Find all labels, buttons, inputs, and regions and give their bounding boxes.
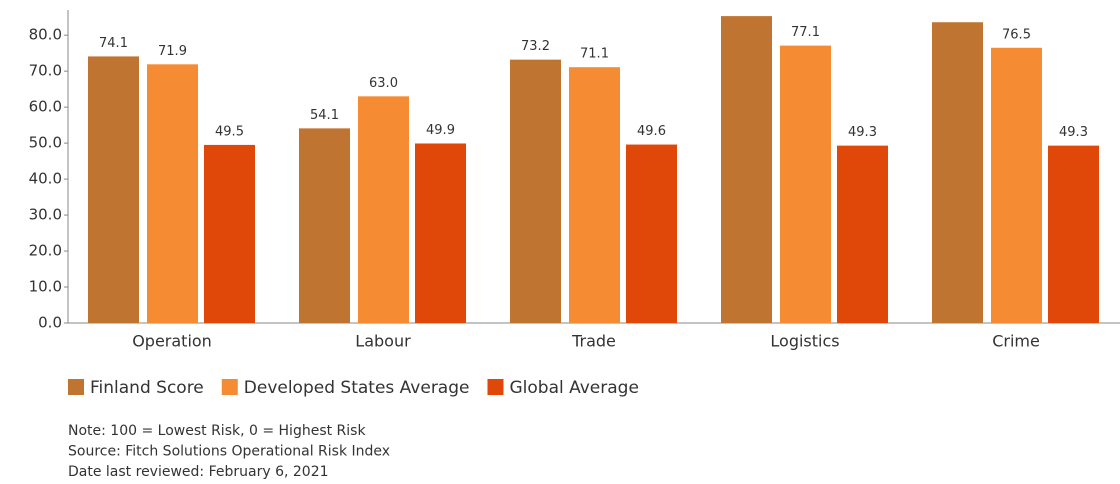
y-tick-label: 0.0 [38, 314, 62, 332]
data-label: 76.5 [1002, 27, 1031, 42]
bar [204, 144, 255, 323]
y-tick-label: 60.0 [29, 98, 62, 116]
data-label: 49.3 [848, 125, 877, 140]
bar [932, 22, 983, 324]
legend-swatch [221, 379, 238, 395]
note: Source: Fitch Solutions Operational Risk… [68, 444, 390, 460]
bar [780, 45, 831, 323]
y-tick-label: 30.0 [29, 206, 62, 224]
bar [510, 59, 561, 323]
x-tick-label: Labour [355, 332, 411, 351]
y-tick-label: 70.0 [29, 62, 62, 80]
data-label: 49.6 [637, 124, 666, 139]
legend-label: Global Average [509, 378, 638, 398]
data-label: 49.5 [215, 124, 244, 139]
legend-swatch [487, 379, 504, 395]
data-label: 54.1 [310, 108, 339, 123]
x-tick-label: Crime [992, 332, 1040, 351]
bar [147, 64, 198, 323]
y-tick-label: 10.0 [29, 278, 62, 296]
bar [991, 47, 1042, 323]
y-tick-label: 20.0 [29, 242, 62, 260]
bar [569, 67, 620, 323]
bar [626, 144, 677, 323]
y-tick-label: 50.0 [29, 134, 62, 152]
y-tick-label: 40.0 [29, 170, 62, 188]
data-label: 49.3 [1059, 125, 1088, 140]
data-label: 71.1 [580, 47, 609, 62]
note: Date last reviewed: February 6, 2021 [68, 464, 329, 480]
legend-swatch [68, 379, 84, 395]
data-label: 74.1 [99, 36, 128, 51]
note: Note: 100 = Lowest Risk, 0 = Highest Ris… [68, 423, 366, 439]
bar [837, 145, 888, 323]
bar [721, 16, 772, 324]
x-tick-label: Logistics [770, 332, 839, 351]
data-label: 71.9 [158, 44, 187, 59]
data-label: 49.9 [426, 123, 455, 138]
bar [415, 143, 466, 323]
bar [358, 96, 409, 324]
x-tick-label: Trade [571, 332, 616, 351]
y-tick-label: 80.0 [29, 26, 62, 44]
bar [1048, 145, 1099, 323]
data-label: 77.1 [791, 25, 820, 40]
data-label: 63.0 [369, 76, 398, 91]
x-tick-label: Operation [132, 332, 212, 351]
bar [88, 56, 139, 324]
bar [299, 128, 350, 323]
legend-label: Finland Score [90, 378, 204, 398]
data-label: 73.2 [521, 39, 550, 54]
legend-label: Developed States Average [244, 378, 470, 398]
